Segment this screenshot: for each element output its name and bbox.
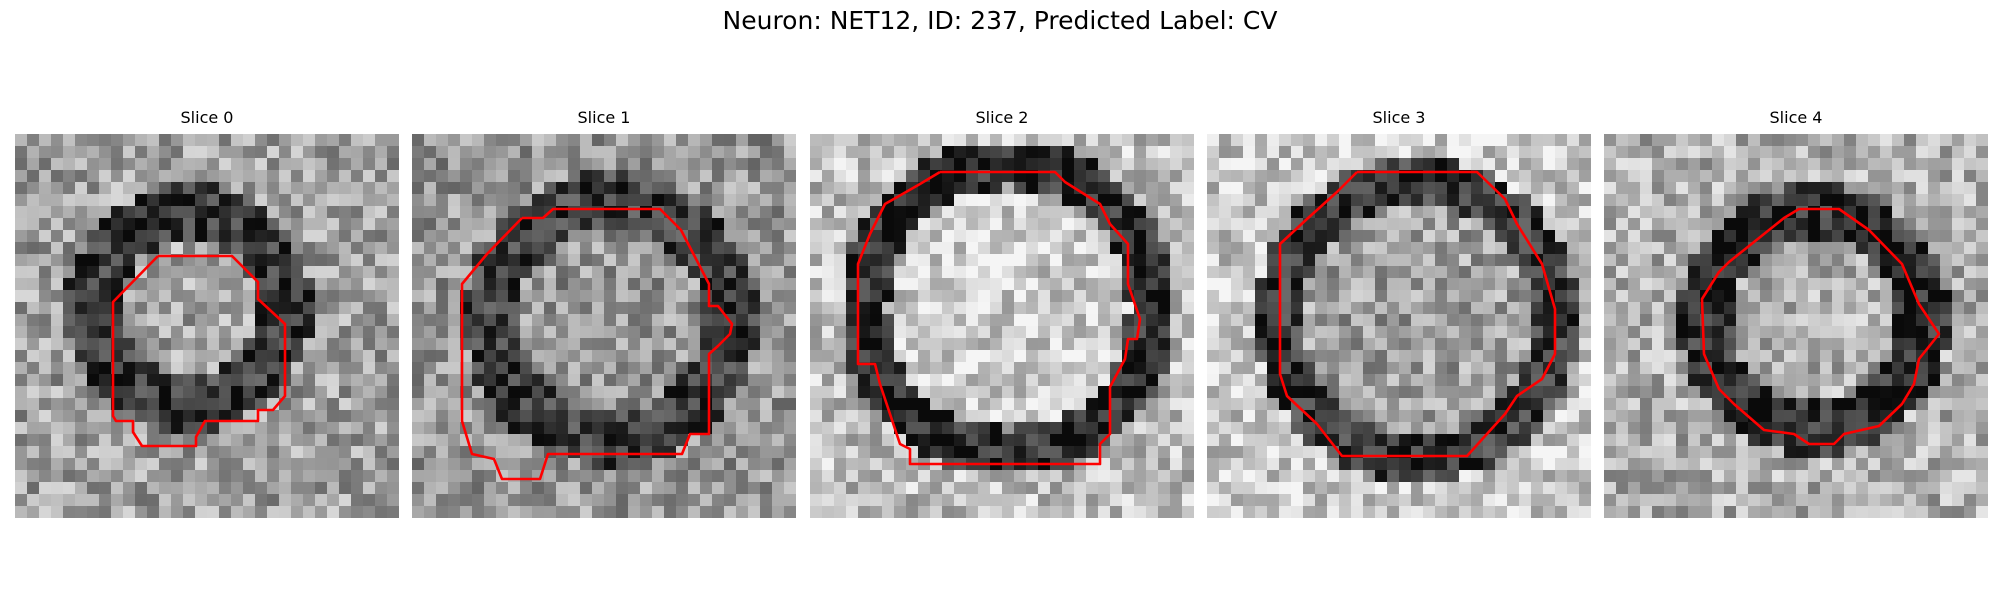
- figure-title: Neuron: NET12, ID: 237, Predicted Label:…: [722, 6, 1278, 35]
- slice-image-3: [1207, 134, 1591, 518]
- contour-3: [1278, 170, 1557, 458]
- slice-title-3: Slice 3: [1372, 108, 1426, 127]
- slice-title-1: Slice 1: [577, 108, 631, 127]
- slice-panel-3: Slice 3: [1207, 108, 1591, 518]
- slice-panel-1: Slice 1: [412, 108, 796, 518]
- contour-0: [111, 254, 287, 448]
- slice-image-0: [15, 134, 399, 518]
- slice-image-1: [412, 134, 796, 518]
- slice-image-2: [810, 134, 1194, 518]
- contour-4: [1700, 207, 1941, 446]
- contour-1: [460, 207, 734, 481]
- slice-panel-0: Slice 0: [15, 108, 399, 518]
- slice-image-4: [1604, 134, 1988, 518]
- slice-title-4: Slice 4: [1769, 108, 1823, 127]
- slice-title-0: Slice 0: [180, 108, 234, 127]
- slice-panel-2: Slice 2: [810, 108, 1194, 518]
- contour-2: [856, 170, 1142, 466]
- slice-title-2: Slice 2: [975, 108, 1029, 127]
- slice-panel-4: Slice 4: [1604, 108, 1988, 518]
